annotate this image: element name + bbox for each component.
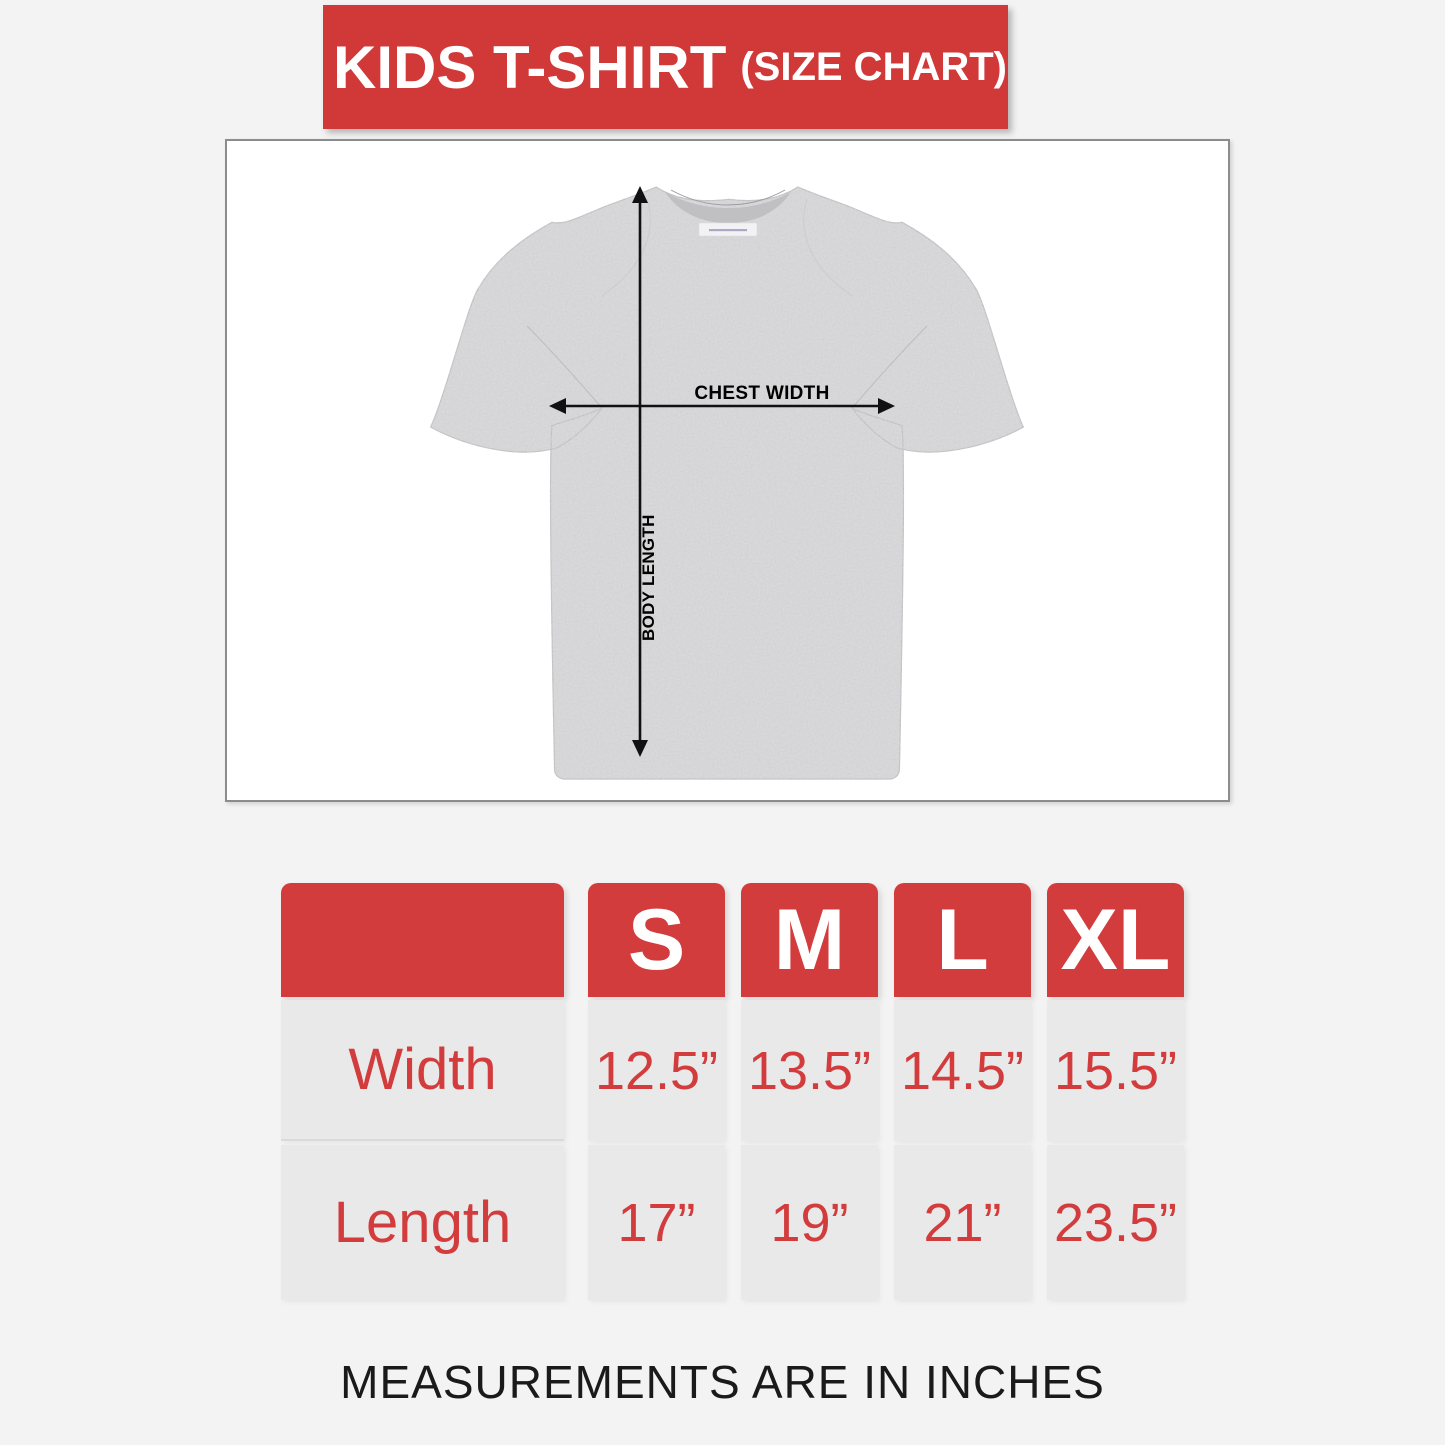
svg-text:CHEST WIDTH: CHEST WIDTH bbox=[694, 383, 829, 404]
svg-text:BODY LENGTH: BODY LENGTH bbox=[639, 514, 658, 641]
